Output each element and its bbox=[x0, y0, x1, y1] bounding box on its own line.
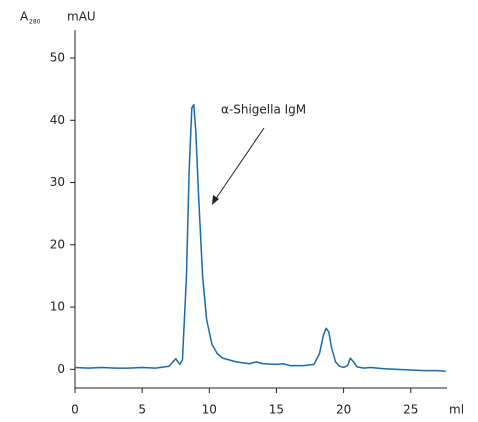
y-tick-label: 50 bbox=[50, 51, 65, 65]
arrow-head bbox=[212, 195, 219, 205]
x-tick-label: 25 bbox=[403, 403, 418, 417]
y-unit: mAU bbox=[67, 10, 96, 24]
y-tick-label: 0 bbox=[57, 362, 65, 376]
y-tick-label: 30 bbox=[50, 175, 65, 189]
y-tick-label: 20 bbox=[50, 237, 65, 251]
annotation: α-Shigella IgM bbox=[221, 103, 306, 117]
series-line bbox=[74, 103, 446, 372]
x-tick-label: 20 bbox=[336, 403, 351, 417]
x-unit: ml bbox=[449, 403, 464, 417]
y-tick-label: 10 bbox=[50, 300, 65, 314]
y-label: A bbox=[20, 10, 29, 24]
annotation-arrow bbox=[214, 127, 265, 201]
y-tick-label: 40 bbox=[50, 113, 65, 127]
x-tick-label: 10 bbox=[202, 403, 217, 417]
x-tick-label: 5 bbox=[138, 403, 146, 417]
y-label-subscript: 280 bbox=[29, 19, 41, 26]
x-tick-label: 15 bbox=[269, 403, 284, 417]
x-tick-label: 0 bbox=[71, 403, 79, 417]
